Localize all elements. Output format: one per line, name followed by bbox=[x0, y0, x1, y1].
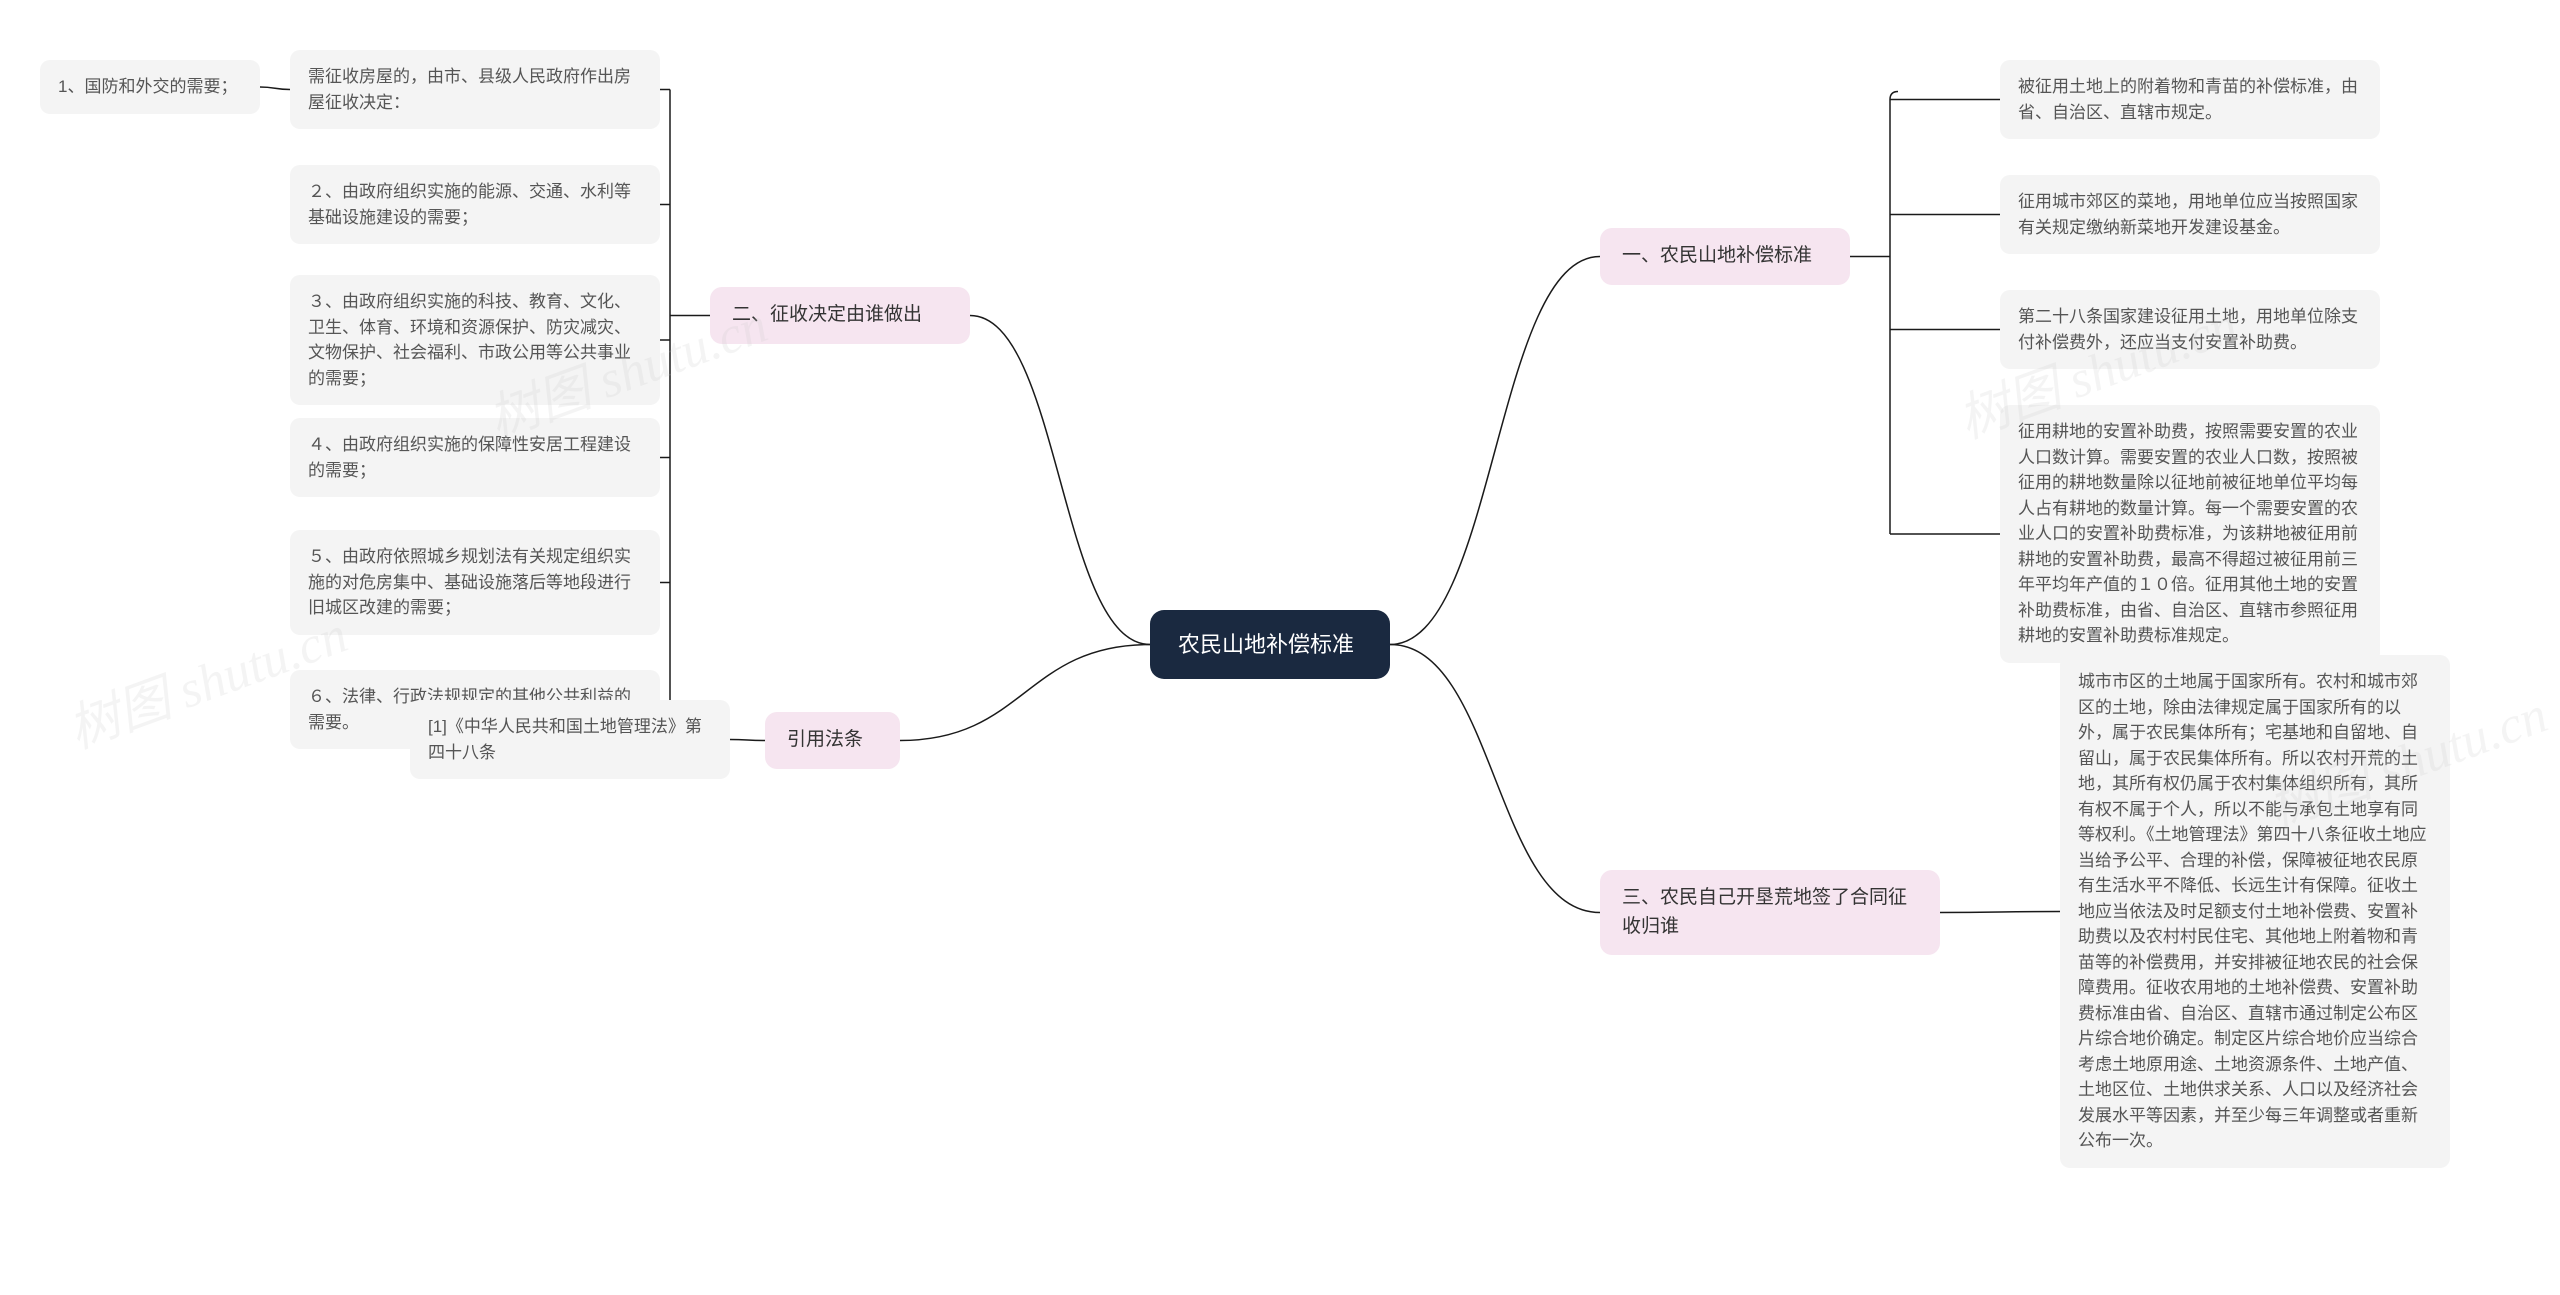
leaf-node[interactable]: 被征用土地上的附着物和青苗的补偿标准，由省、自治区、直辖市规定。 bbox=[2000, 60, 2380, 139]
leaf-node[interactable]: 城市市区的土地属于国家所有。农村和城市郊区的土地，除由法律规定属于国家所有的以外… bbox=[2060, 655, 2450, 1168]
center-node[interactable]: 农民山地补偿标准 bbox=[1150, 610, 1390, 679]
leaf-text: ３、由政府组织实施的科技、教育、文化、卫生、体育、环境和资源保护、防灾减灾、文物… bbox=[308, 292, 631, 388]
leaf-text: 征用城市郊区的菜地，用地单位应当按照国家有关规定缴纳新菜地开发建设基金。 bbox=[2018, 192, 2358, 237]
leaf-node[interactable]: ４、由政府组织实施的保障性安居工程建设的需要； bbox=[290, 418, 660, 497]
leaf-text: ５、由政府依照城乡规划法有关规定组织实施的对危房集中、基础设施落后等地段进行旧城… bbox=[308, 547, 631, 617]
leaf-node[interactable]: 征用城市郊区的菜地，用地单位应当按照国家有关规定缴纳新菜地开发建设基金。 bbox=[2000, 175, 2380, 254]
branch-label: 一、农民山地补偿标准 bbox=[1622, 245, 1812, 266]
leaf-text: 征用耕地的安置补助费，按照需要安置的农业人口数计算。需要安置的农业人口数，按照被… bbox=[2018, 422, 2358, 645]
leaf-node[interactable]: ３、由政府组织实施的科技、教育、文化、卫生、体育、环境和资源保护、防灾减灾、文物… bbox=[290, 275, 660, 405]
leaf-text: 需征收房屋的，由市、县级人民政府作出房屋征收决定： bbox=[308, 67, 631, 112]
branch-reclaimed-land[interactable]: 三、农民自己开垦荒地签了合同征收归谁 bbox=[1600, 870, 1940, 955]
leaf-node[interactable]: 需征收房屋的，由市、县级人民政府作出房屋征收决定： bbox=[290, 50, 660, 129]
leaf-node[interactable]: 第二十八条国家建设征用土地，用地单位除支付补偿费外，还应当支付安置补助费。 bbox=[2000, 290, 2380, 369]
branch-label: 引用法条 bbox=[787, 729, 863, 750]
leaf-node[interactable]: 1、国防和外交的需要； bbox=[40, 60, 260, 114]
leaf-node[interactable]: [1]《中华人民共和国土地管理法》第四十八条 bbox=[410, 700, 730, 779]
leaf-text: [1]《中华人民共和国土地管理法》第四十八条 bbox=[428, 717, 702, 762]
branch-expropriation-decision[interactable]: 二、征收决定由谁做出 bbox=[710, 287, 970, 344]
leaf-node[interactable]: ２、由政府组织实施的能源、交通、水利等基础设施建设的需要； bbox=[290, 165, 660, 244]
branch-cited-articles[interactable]: 引用法条 bbox=[765, 712, 900, 769]
leaf-node[interactable]: 征用耕地的安置补助费，按照需要安置的农业人口数计算。需要安置的农业人口数，按照被… bbox=[2000, 405, 2380, 663]
branch-label: 三、农民自己开垦荒地签了合同征收归谁 bbox=[1622, 887, 1907, 937]
leaf-text: 1、国防和外交的需要； bbox=[58, 77, 237, 96]
mindmap-canvas: 农民山地补偿标准 一、农民山地补偿标准 被征用土地上的附着物和青苗的补偿标准，由… bbox=[0, 0, 2560, 1295]
leaf-text: 被征用土地上的附着物和青苗的补偿标准，由省、自治区、直辖市规定。 bbox=[2018, 77, 2358, 122]
leaf-text: 第二十八条国家建设征用土地，用地单位除支付补偿费外，还应当支付安置补助费。 bbox=[2018, 307, 2358, 352]
branch-compensation-standard[interactable]: 一、农民山地补偿标准 bbox=[1600, 228, 1850, 285]
leaf-text: 城市市区的土地属于国家所有。农村和城市郊区的土地，除由法律规定属于国家所有的以外… bbox=[2078, 672, 2427, 1150]
center-label: 农民山地补偿标准 bbox=[1178, 632, 1354, 657]
leaf-text: ４、由政府组织实施的保障性安居工程建设的需要； bbox=[308, 435, 631, 480]
branch-label: 二、征收决定由谁做出 bbox=[732, 304, 922, 325]
leaf-node[interactable]: ５、由政府依照城乡规划法有关规定组织实施的对危房集中、基础设施落后等地段进行旧城… bbox=[290, 530, 660, 635]
leaf-text: ２、由政府组织实施的能源、交通、水利等基础设施建设的需要； bbox=[308, 182, 631, 227]
